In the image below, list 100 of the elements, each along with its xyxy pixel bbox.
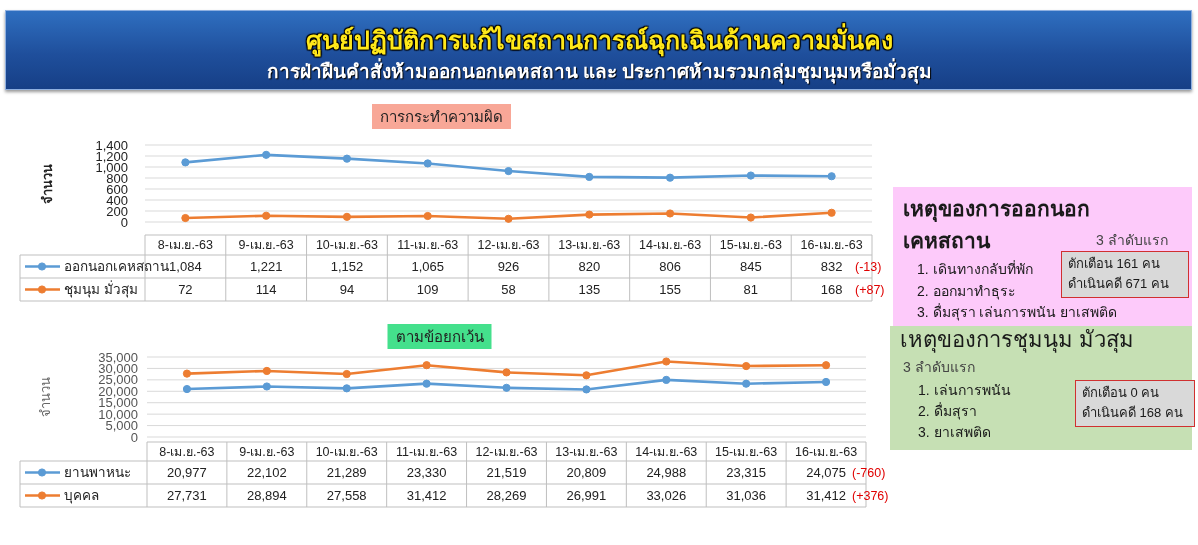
x-tick-label: 8-เม.ย.-63 — [159, 444, 215, 459]
data-label: 845 — [739, 259, 762, 274]
data-label: 31,412 — [406, 488, 447, 503]
text: (-760) — [852, 465, 886, 480]
legend-label: ชุมนุม มั่วสุม — [64, 280, 138, 298]
y-axis-title: จำนวน — [39, 163, 55, 204]
point — [582, 385, 591, 394]
data-label: 31,036 — [726, 488, 767, 503]
text: 1. เดินทางกลับที่พัก — [917, 259, 1033, 279]
text: ศูนย์ปฏิบัติการแก้ไขสถานการณ์ฉุกเฉินด้านความมั่นคง — [305, 25, 894, 55]
text: เหตุของการออกนอกเคหสถาน — [903, 196, 1090, 254]
data-label: 1,152 — [330, 259, 364, 274]
data-label: 135 — [578, 282, 601, 297]
point — [423, 211, 432, 221]
x-tick-label: 14-เม.ย.-63 — [639, 238, 702, 252]
x-tick-label: 11-เม.ย.-63 — [396, 444, 458, 459]
data-label: 168 — [820, 282, 843, 297]
x-tick-label: 10-เม.ย.-63 — [315, 238, 379, 252]
text: เหตุของการชุมนุม มัวสุม — [900, 326, 1135, 354]
point — [342, 369, 351, 379]
data-label: 94 — [339, 282, 355, 297]
text: 2. ดื่มสุรา — [918, 401, 977, 422]
data-label: 21,519 — [486, 465, 527, 480]
data-label: 820 — [578, 259, 601, 274]
data-label: 1,221 — [249, 259, 283, 274]
point — [746, 171, 755, 180]
x-tick-label: 15-เม.ย.-63 — [715, 444, 778, 459]
point — [181, 158, 190, 167]
data-label: 114 — [255, 282, 277, 297]
point — [504, 214, 513, 223]
point — [422, 379, 431, 388]
point — [502, 368, 511, 377]
x-tick-label: 9-เม.ย.-63 — [239, 444, 295, 459]
point — [182, 369, 192, 378]
x-tick-label: 12-เม.ย.-63 — [475, 444, 538, 459]
point — [262, 366, 271, 376]
data-label: 23,330 — [406, 465, 447, 480]
point — [262, 211, 271, 220]
chart-title: การกระทำความผิด — [380, 107, 503, 125]
point — [662, 375, 671, 384]
chart-title: ตามข้อยกเว้น — [395, 327, 484, 345]
data-label: 33,026 — [646, 488, 687, 503]
data-label: 58 — [501, 282, 516, 297]
data-label: 1,084 — [169, 259, 202, 274]
x-tick-label: 11-เม.ย.-63 — [397, 238, 459, 252]
text: (-13) — [855, 259, 882, 274]
point — [585, 172, 594, 181]
text: ดำเนินคดี 168 คน — [1082, 404, 1184, 422]
data-label: 72 — [178, 282, 193, 297]
point — [262, 150, 271, 159]
data-label: 81 — [743, 282, 759, 297]
data-label: 20,977 — [167, 465, 207, 480]
data-label: 806 — [659, 259, 681, 274]
point — [181, 213, 190, 223]
point — [746, 213, 755, 222]
x-tick-label: 12-เม.ย.-63 — [477, 238, 540, 252]
point — [827, 172, 836, 181]
data-label: 24,075 — [806, 465, 846, 480]
point — [342, 384, 351, 393]
data-label: 1,065 — [411, 259, 444, 274]
point — [827, 208, 836, 217]
point — [342, 212, 352, 221]
data-label: 28,894 — [246, 488, 287, 503]
point — [742, 361, 751, 371]
x-tick-label: 13-เม.ย.-63 — [558, 238, 621, 252]
x-tick-label: 13-เม.ย.-63 — [555, 444, 618, 459]
x-tick-label: 14-เม.ย.-63 — [635, 444, 698, 459]
text: (+87) — [855, 282, 885, 297]
x-tick-label: 8-เม.ย.-63 — [157, 238, 213, 252]
data-label: 832 — [820, 259, 843, 274]
point — [502, 383, 511, 392]
point — [821, 361, 831, 370]
data-label: 28,269 — [486, 488, 527, 503]
data-label: 24,988 — [646, 465, 687, 480]
text: 3 ลำดับแรก — [1096, 231, 1168, 250]
point — [582, 371, 591, 380]
data-label: 20,809 — [566, 465, 607, 480]
point — [742, 379, 751, 388]
data-label: 155 — [659, 282, 681, 297]
point — [422, 361, 431, 370]
legend-label: ออกนอกเคหสถาน — [64, 259, 169, 274]
text: 2. ออกมาทำธุระ — [917, 281, 1016, 302]
data-label: 109 — [416, 282, 439, 297]
x-tick-label: 16-เม.ย.-63 — [795, 444, 858, 459]
data-label: 21,289 — [326, 465, 367, 480]
point — [665, 209, 675, 218]
point — [262, 382, 271, 391]
y-tick-label: 0 — [130, 429, 138, 445]
text: ดำเนินคดี 671 คน — [1068, 275, 1170, 293]
text: 3 ลำดับแรก — [903, 358, 975, 377]
point — [585, 210, 594, 219]
x-tick-label: 9-เม.ย.-63 — [238, 238, 294, 252]
point — [342, 154, 352, 163]
point — [665, 173, 675, 182]
point — [504, 166, 513, 176]
text: การฝ่าฝืนคำสั่งห้ามออกนอกเคหสถาน และ ประกาศห้ามรวมกลุ่มชุมนุมหรือมั่วสุม — [265, 60, 934, 84]
text: (+376) — [852, 488, 889, 503]
text: 1. เล่นการพนัน — [918, 381, 1011, 400]
point — [182, 384, 192, 394]
legend-label: ยานพาหนะ — [64, 465, 131, 480]
